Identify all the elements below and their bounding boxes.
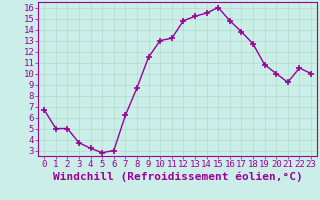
X-axis label: Windchill (Refroidissement éolien,°C): Windchill (Refroidissement éolien,°C) <box>53 172 302 182</box>
